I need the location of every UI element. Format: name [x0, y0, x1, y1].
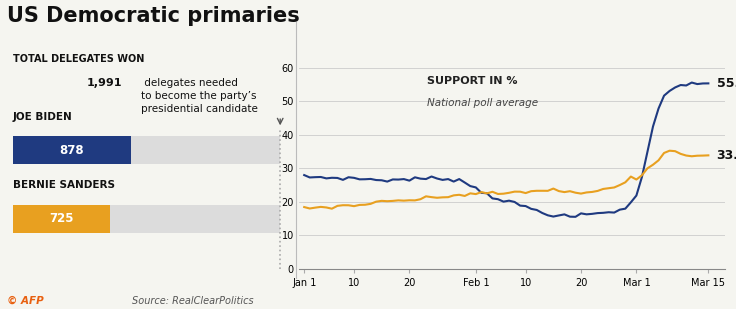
Text: 1,991: 1,991 — [87, 78, 122, 88]
Text: TOTAL DELEGATES WON: TOTAL DELEGATES WON — [13, 54, 144, 64]
Text: BERNIE SANDERS: BERNIE SANDERS — [13, 180, 115, 190]
Bar — [13, 136, 131, 164]
Text: 725: 725 — [49, 212, 74, 225]
Text: US Democratic primaries: US Democratic primaries — [7, 6, 300, 26]
Text: delegates needed
to become the party’s
presidential candidate: delegates needed to become the party’s p… — [141, 78, 258, 114]
Text: JOE BIDEN: JOE BIDEN — [13, 112, 73, 122]
Text: SUPPORT IN %: SUPPORT IN % — [427, 76, 517, 86]
Text: 878: 878 — [60, 144, 84, 157]
Bar — [13, 205, 110, 233]
Text: © AFP: © AFP — [7, 296, 44, 306]
Text: Source: RealClearPolitics: Source: RealClearPolitics — [132, 296, 254, 306]
Text: 55.4: 55.4 — [717, 77, 736, 90]
Text: National poll average: National poll average — [427, 98, 538, 108]
Text: 33.9: 33.9 — [717, 149, 736, 162]
Bar — [13, 136, 280, 164]
Bar — [13, 205, 280, 233]
